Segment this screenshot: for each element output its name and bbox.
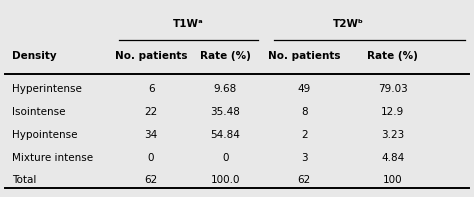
Text: 79.03: 79.03 — [378, 84, 408, 94]
Text: 62: 62 — [145, 175, 158, 185]
Text: 49: 49 — [298, 84, 311, 94]
Text: 12.9: 12.9 — [381, 107, 404, 117]
Text: 34: 34 — [145, 130, 158, 140]
Text: 100.0: 100.0 — [210, 175, 240, 185]
Text: Isointense: Isointense — [12, 107, 65, 117]
Text: 9.68: 9.68 — [214, 84, 237, 94]
Text: Rate (%): Rate (%) — [367, 51, 418, 61]
Text: Hyperintense: Hyperintense — [12, 84, 82, 94]
Text: T2Wᵇ: T2Wᵇ — [333, 19, 364, 29]
Text: Total: Total — [12, 175, 36, 185]
Text: 0: 0 — [148, 152, 155, 163]
Text: No. patients: No. patients — [268, 51, 341, 61]
Text: Mixture intense: Mixture intense — [12, 152, 93, 163]
Text: No. patients: No. patients — [115, 51, 187, 61]
Text: Hypointense: Hypointense — [12, 130, 77, 140]
Text: 6: 6 — [148, 84, 155, 94]
Text: 3: 3 — [301, 152, 308, 163]
Text: 22: 22 — [145, 107, 158, 117]
Text: 3.23: 3.23 — [381, 130, 404, 140]
Text: 35.48: 35.48 — [210, 107, 240, 117]
Text: 54.84: 54.84 — [210, 130, 240, 140]
Text: 100: 100 — [383, 175, 402, 185]
Text: 4.84: 4.84 — [381, 152, 404, 163]
Text: T1Wᵃ: T1Wᵃ — [173, 19, 204, 29]
Text: Rate (%): Rate (%) — [200, 51, 251, 61]
Text: 62: 62 — [298, 175, 311, 185]
Text: 8: 8 — [301, 107, 308, 117]
Text: 0: 0 — [222, 152, 228, 163]
Text: Density: Density — [12, 51, 56, 61]
Text: 2: 2 — [301, 130, 308, 140]
